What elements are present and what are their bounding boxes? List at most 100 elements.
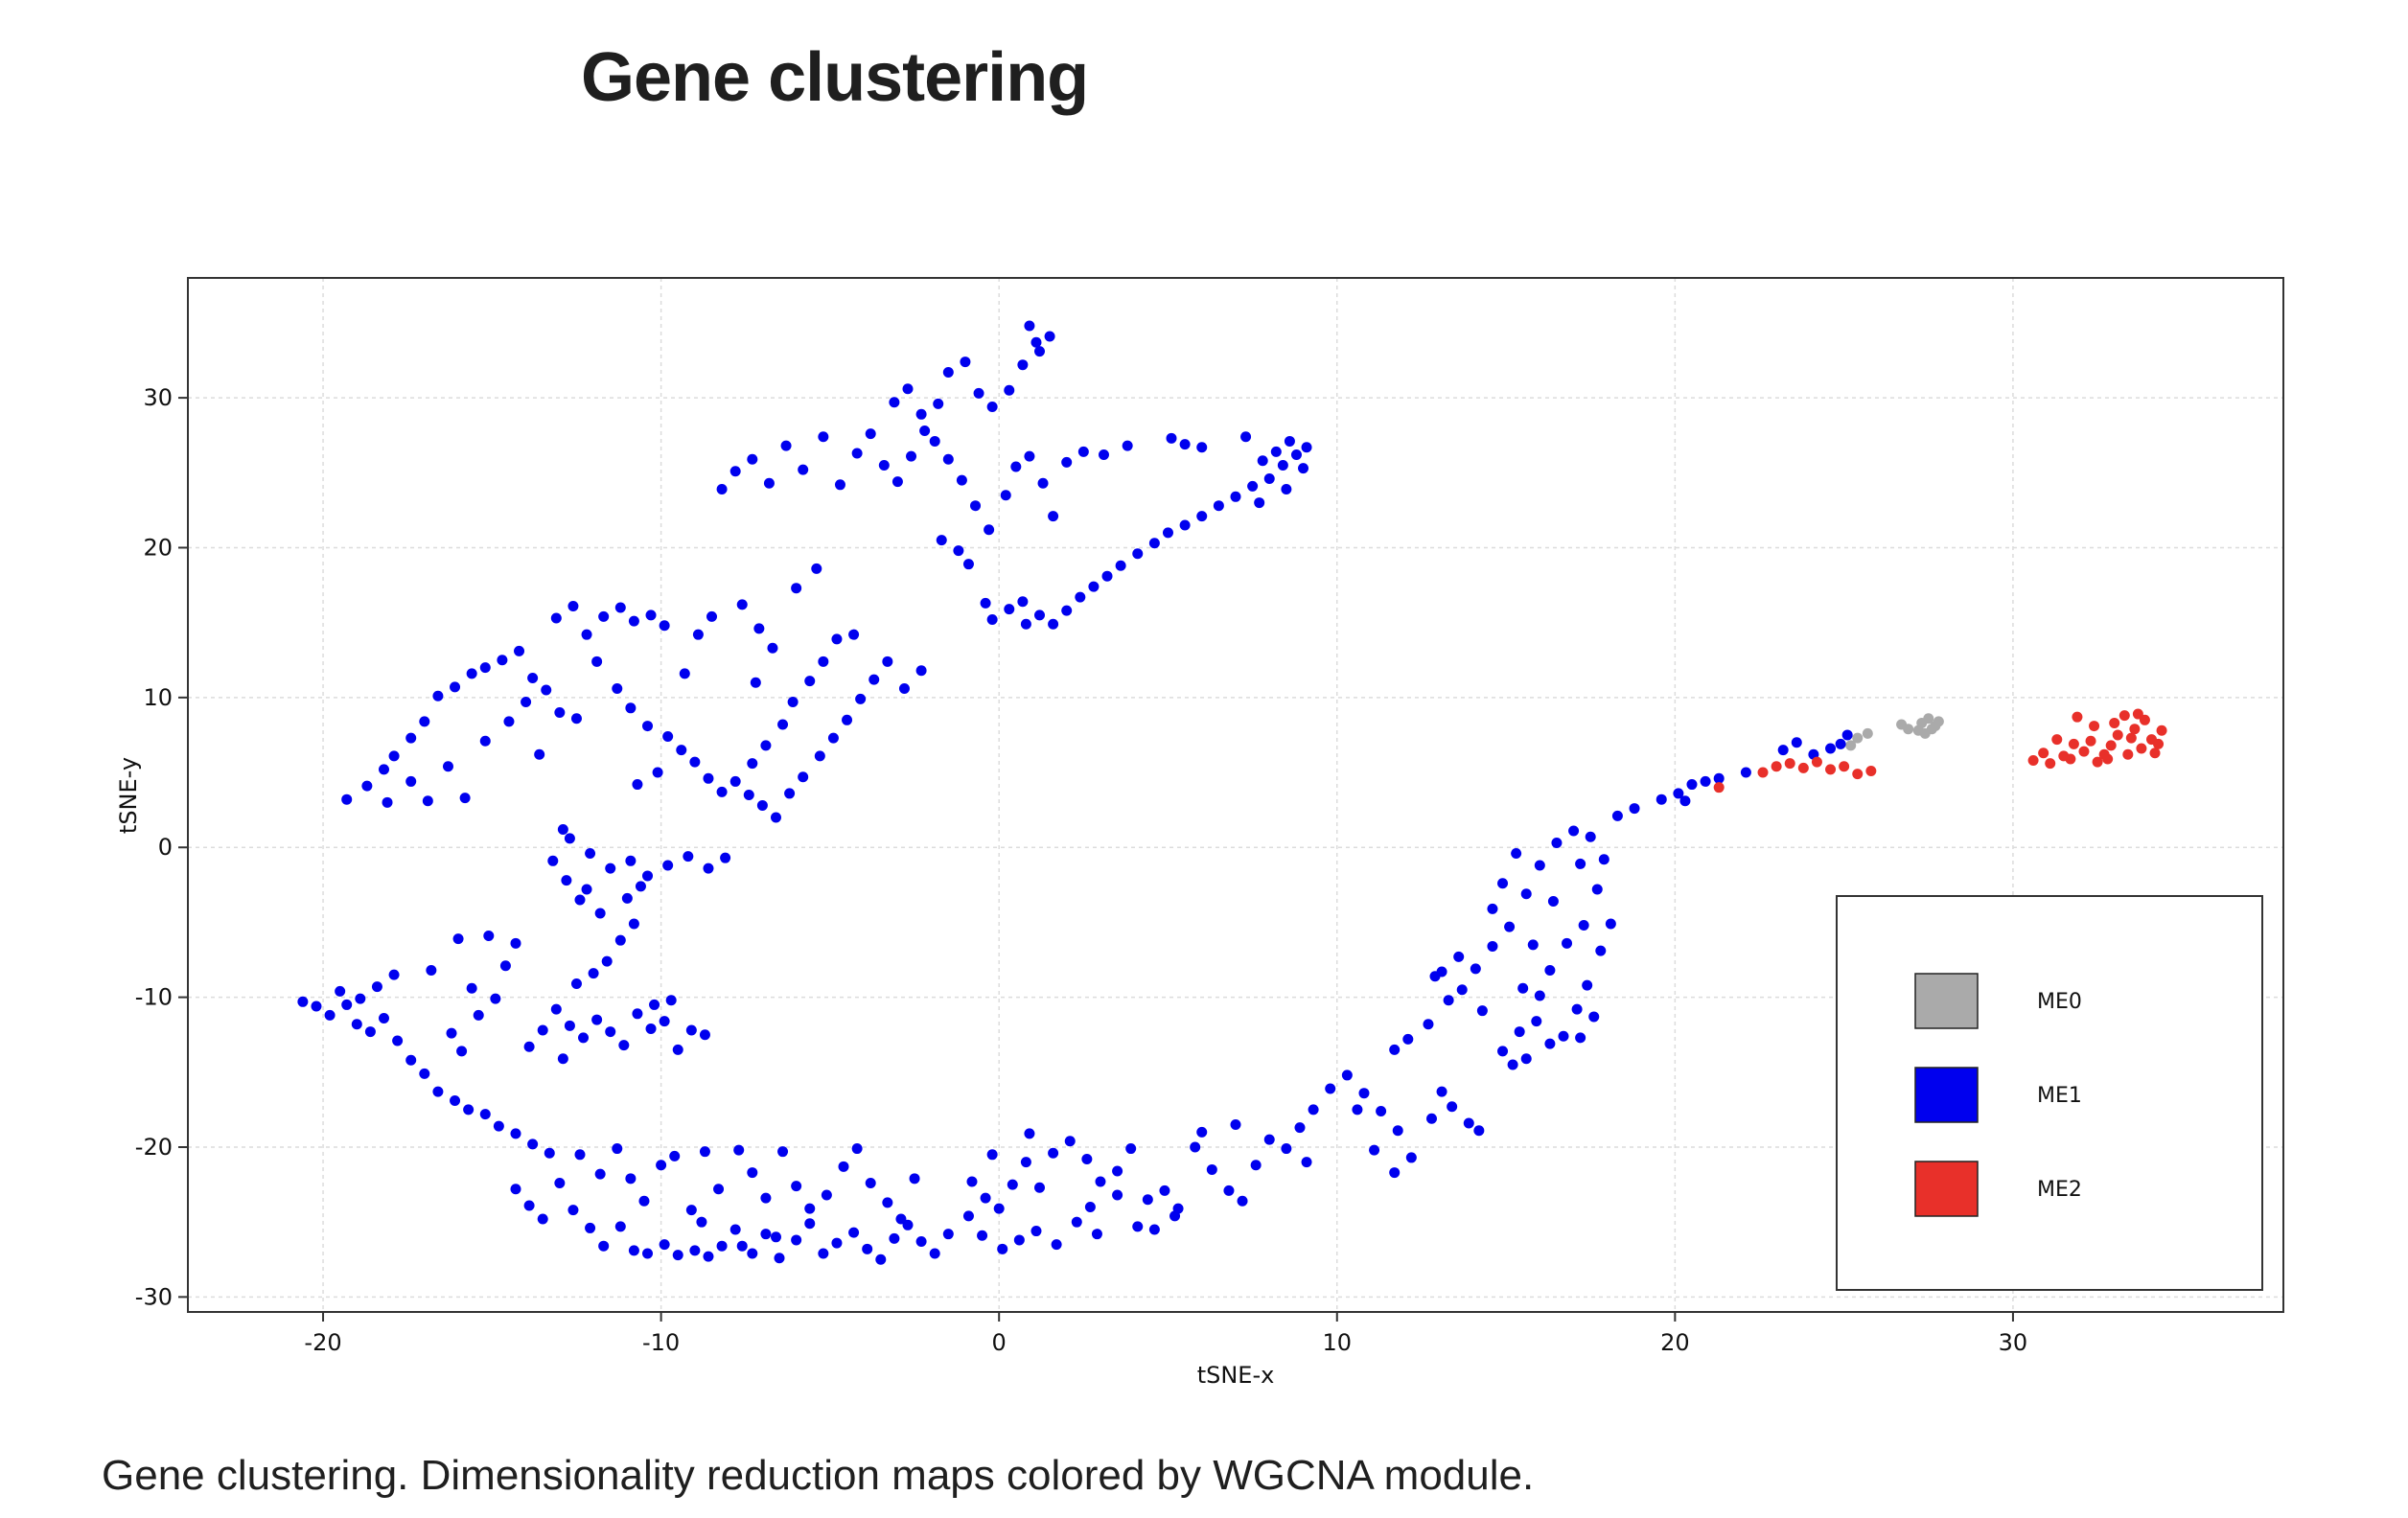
- data-point: [1504, 921, 1516, 932]
- data-point: [2139, 714, 2150, 725]
- data-point: [570, 713, 582, 724]
- data-point: [753, 623, 765, 634]
- data-point: [1797, 762, 1809, 773]
- data-point: [953, 545, 964, 557]
- data-point: [561, 875, 572, 886]
- data-point: [605, 862, 616, 874]
- data-point: [2125, 732, 2137, 744]
- data-point: [747, 758, 758, 770]
- data-point: [1250, 1160, 1262, 1171]
- data-point: [1436, 966, 1447, 978]
- data-point: [865, 428, 876, 440]
- data-point: [777, 1146, 789, 1158]
- data-point: [632, 1008, 643, 1020]
- data-point: [729, 775, 741, 787]
- data-point: [392, 1035, 404, 1046]
- data-point: [760, 1229, 772, 1240]
- data-point: [882, 1197, 893, 1208]
- y-tick-label: -30: [135, 1283, 173, 1310]
- data-point: [997, 1243, 1008, 1254]
- data-point: [1740, 767, 1751, 778]
- data-point: [1825, 743, 1837, 754]
- data-point: [818, 431, 829, 443]
- data-point: [848, 629, 860, 640]
- data-point: [1605, 918, 1616, 930]
- data-point: [2129, 724, 2141, 735]
- data-point: [335, 985, 346, 997]
- data-point: [1024, 1128, 1035, 1139]
- data-point: [1757, 767, 1769, 778]
- data-point: [527, 1138, 539, 1150]
- x-tick-label: 20: [1660, 1329, 1690, 1356]
- data-point: [1263, 473, 1275, 485]
- data-point: [585, 847, 596, 859]
- data-point: [747, 453, 758, 465]
- data-point: [1071, 1216, 1082, 1228]
- data-point: [564, 833, 575, 844]
- data-point: [510, 1128, 521, 1139]
- x-tick-label: -20: [304, 1329, 341, 1356]
- data-point: [628, 1245, 639, 1256]
- data-point: [1507, 1059, 1518, 1070]
- data-point: [645, 1023, 657, 1034]
- data-point: [889, 1232, 900, 1244]
- data-point: [1112, 1189, 1123, 1201]
- data-point: [713, 1184, 725, 1195]
- data-point: [598, 1240, 610, 1252]
- data-point: [1436, 1086, 1447, 1097]
- data-point: [2132, 708, 2143, 720]
- data-point: [1024, 450, 1035, 462]
- data-point: [1247, 480, 1259, 492]
- data-point: [2122, 748, 2134, 760]
- data-point: [1520, 1053, 1532, 1065]
- data-point: [851, 448, 863, 459]
- data-point: [466, 668, 477, 679]
- data-point: [882, 656, 893, 667]
- data-point: [1263, 1134, 1275, 1145]
- data-point: [787, 697, 799, 708]
- data-point: [2105, 740, 2117, 751]
- data-point: [1223, 1184, 1235, 1196]
- data-point: [729, 466, 741, 477]
- data-point: [466, 982, 477, 994]
- data-point: [628, 918, 639, 930]
- data-point: [1825, 764, 1837, 775]
- data-point: [898, 682, 910, 694]
- data-point: [1389, 1044, 1401, 1055]
- data-point: [1520, 888, 1532, 900]
- legend-swatch-me0: [1914, 973, 1979, 1029]
- data-point: [2078, 746, 2090, 757]
- data-point: [388, 969, 400, 980]
- data-point: [625, 1173, 637, 1184]
- data-point: [585, 1222, 596, 1233]
- data-point: [986, 401, 998, 412]
- data-point: [621, 892, 633, 904]
- data-point: [1341, 1070, 1353, 1081]
- data-point: [1254, 497, 1265, 509]
- data-point: [311, 1000, 322, 1012]
- data-point: [1865, 765, 1877, 776]
- data-point: [642, 721, 654, 732]
- data-point: [567, 600, 579, 611]
- data-point: [1511, 847, 1522, 859]
- data-point: [1575, 858, 1586, 869]
- data-point: [1473, 1125, 1485, 1137]
- data-point: [1369, 1144, 1380, 1156]
- data-point: [1845, 740, 1857, 751]
- data-point: [594, 1168, 606, 1180]
- data-point: [1325, 1083, 1336, 1094]
- data-point: [2068, 738, 2079, 749]
- data-point: [1308, 1104, 1319, 1116]
- data-point: [1101, 570, 1113, 582]
- data-point: [479, 735, 491, 747]
- data-point: [1132, 1221, 1144, 1232]
- data-point: [780, 440, 792, 451]
- data-point: [692, 629, 704, 640]
- data-point: [2149, 748, 2161, 759]
- data-point: [514, 645, 525, 656]
- data-point: [419, 1068, 430, 1079]
- data-point: [770, 812, 781, 823]
- data-point: [510, 1184, 521, 1195]
- data-point: [696, 1216, 707, 1228]
- data-point: [706, 610, 717, 622]
